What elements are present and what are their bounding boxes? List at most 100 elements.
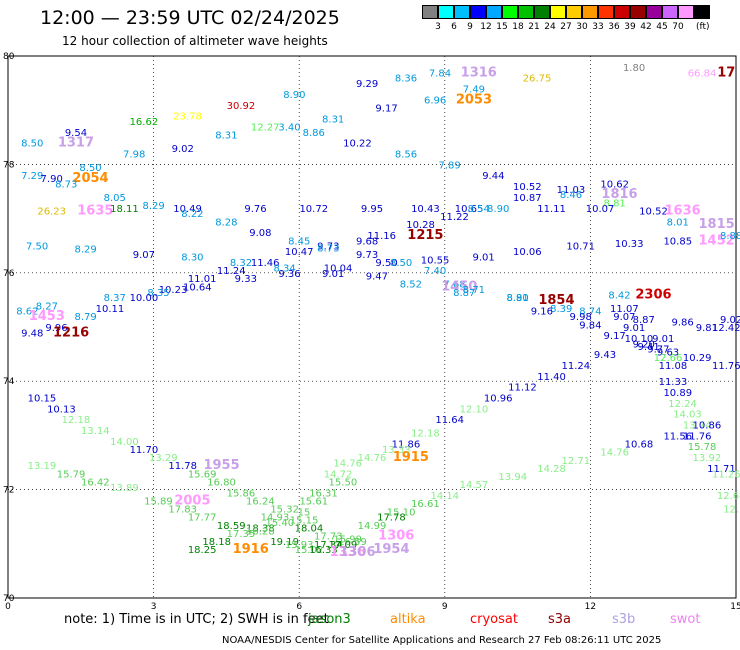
wave-height-value: 10.10: [625, 334, 654, 345]
wave-height-value: 15.15: [290, 515, 319, 526]
wave-height-value: 9.01: [322, 269, 344, 280]
wave-height-cluster-label: 1450: [441, 279, 477, 294]
wave-height-value: 7.84: [429, 68, 451, 79]
wave-height-value: 9.17: [604, 331, 626, 342]
wave-height-cluster-label: 1306: [339, 545, 375, 560]
wave-height-value: 8.62: [16, 307, 38, 318]
wave-height-value: 7.50: [26, 242, 48, 253]
wave-height-value: 8.42: [608, 290, 630, 301]
legend-swatch: [454, 5, 470, 19]
wave-height-value: 11.56: [663, 431, 692, 442]
wave-height-value: 9.02: [720, 315, 740, 326]
wave-height-value: 14.03: [673, 410, 702, 421]
wave-height-value: 16.33: [309, 545, 338, 556]
wave-height-cluster-label: 1636: [665, 203, 701, 218]
wave-height-value: 12.42: [712, 323, 740, 334]
wave-height-value: 10.07: [586, 204, 615, 215]
wave-height-value: 9.17: [375, 103, 397, 114]
y-tick-label: 80: [3, 52, 15, 62]
wave-height-value: 9.33: [235, 274, 257, 285]
wave-height-value: 6.96: [424, 95, 446, 106]
wave-height-value: 7.98: [123, 150, 145, 161]
wave-height-value: 9.54: [65, 128, 87, 139]
wave-height-value: 10.13: [47, 404, 76, 415]
satellite-jason3: jason3: [308, 612, 351, 627]
wave-height-value: 18.04: [295, 524, 324, 535]
wave-height-value: 16.42: [81, 477, 110, 488]
wave-height-value: 15.10: [387, 507, 416, 518]
wave-height-value: 8.74: [579, 307, 601, 318]
wave-height-value: 8.90: [283, 90, 305, 101]
wave-height-value: 30.92: [227, 101, 256, 112]
wave-height-value: 8.87: [633, 315, 655, 326]
x-tick-label: 9: [442, 602, 448, 612]
satellite-swot: swot: [670, 612, 701, 627]
wave-height-value: 14.72: [324, 469, 353, 480]
legend-label: 3: [435, 22, 441, 32]
credit-line: NOAA/NESDIS Center for Satellite Applica…: [222, 635, 662, 646]
legend-swatch: [470, 5, 486, 19]
wave-height-value: 13.14: [81, 426, 110, 437]
wave-height-value: 10.28: [406, 220, 435, 231]
wave-height-cluster-label: 1452: [698, 233, 734, 248]
wave-height-value: 13.19: [28, 461, 57, 472]
legend-label: 21: [528, 22, 540, 32]
wave-height-value: 18.18: [202, 537, 231, 548]
wave-height-value: 13.94: [498, 472, 527, 483]
wave-height-value: 11.16: [367, 231, 396, 242]
legend-label: 27: [560, 22, 572, 32]
legend-label: 30: [576, 22, 588, 32]
wave-height-value: 8.56: [395, 150, 417, 161]
wave-height-value: 16.24: [246, 496, 275, 507]
wave-height-value: 12.24: [668, 399, 697, 410]
wave-height-value: 26.75: [523, 74, 552, 85]
note-text: note: 1) Time is in UTC; 2) SWH is in fe…: [64, 612, 329, 627]
wave-height-value: 9.43: [594, 350, 616, 361]
wave-height-value: 15.79: [57, 469, 86, 480]
wave-height-value: 10.87: [513, 193, 542, 204]
wave-height-value: 10.04: [324, 263, 353, 274]
wave-height-value: 11.76: [712, 361, 740, 372]
wave-height-value: 17.73: [314, 532, 343, 543]
wave-height-value: 10.23: [159, 285, 188, 296]
wave-height-value: 19.19: [270, 537, 299, 548]
note-label: note: 1) Time is in UTC; 2) SWH is in fe…: [64, 612, 329, 627]
wave-height-value: 18.59: [217, 521, 246, 532]
wave-height-value: 18.38: [246, 524, 275, 535]
wave-height-value: 16.31: [309, 488, 338, 499]
legend-label: 33: [592, 22, 604, 32]
legend-swatch: [550, 5, 566, 19]
wave-height-value: 8.39: [550, 304, 572, 315]
x-tick-label: 6: [296, 602, 302, 612]
wave-height-value: 11.78: [168, 461, 197, 472]
wave-height-value: 8.90: [487, 204, 509, 215]
plot-frame: [7, 55, 737, 599]
wave-height-value: 8.87: [453, 288, 475, 299]
wave-height-value: 9.95: [361, 204, 383, 215]
satellite-altika: altika: [390, 612, 426, 627]
wave-height-value: 10.49: [173, 204, 202, 215]
wave-height-value: 10.65: [455, 204, 484, 215]
satellite-s3a: s3a: [548, 612, 572, 627]
wave-height-cluster-label: 1336: [330, 545, 366, 560]
legend-label: 36: [608, 22, 620, 32]
wave-height-value: 8.32: [230, 258, 252, 269]
wave-height-value: 8.88: [720, 231, 740, 242]
wave-height-value: 8.71: [463, 285, 485, 296]
wave-height-value: 14.93: [261, 513, 290, 524]
wave-height-value: 9.96: [45, 323, 67, 334]
wave-height-value: 10.86: [693, 421, 722, 432]
wave-height-value: 15.93: [285, 540, 314, 551]
wave-height-value: 8.27: [36, 301, 58, 312]
legend-swatch: [662, 5, 678, 19]
wave-height-value: 7.90: [41, 174, 63, 185]
wave-height-cluster-label: 17: [717, 65, 735, 80]
wave-height-value: 10.06: [513, 247, 542, 258]
wave-height-value: 10.15: [28, 393, 57, 404]
wave-height-value: 8.31: [215, 131, 237, 142]
wave-height-value: 8.91: [506, 293, 528, 304]
wave-height-value: 14.00: [110, 437, 139, 448]
wave-height-value: 8.46: [560, 190, 582, 201]
wave-height-value: 9.44: [482, 171, 504, 182]
